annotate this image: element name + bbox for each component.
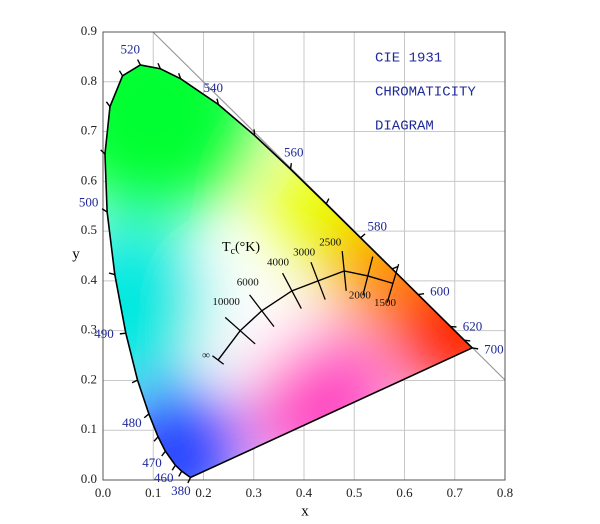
wavelength-label: 620 bbox=[463, 318, 483, 333]
x-tick-label: 0.6 bbox=[396, 485, 413, 500]
y-tick-label: 0.7 bbox=[81, 123, 98, 138]
wavelength-tick bbox=[171, 464, 176, 471]
wavelength-label: 500 bbox=[79, 194, 99, 209]
wavelength-tick bbox=[118, 70, 124, 77]
y-tick-label: 0.0 bbox=[81, 471, 97, 486]
isotherm-line bbox=[212, 355, 225, 365]
wavelength-tick bbox=[157, 62, 162, 70]
wavelength-label: 380 bbox=[171, 483, 191, 498]
planckian-title-main: T bbox=[222, 240, 231, 255]
y-tick-label: 0.4 bbox=[81, 272, 98, 287]
temperature-label: 3000 bbox=[293, 246, 316, 258]
wavelength-tick bbox=[119, 332, 126, 335]
wavelength-tick bbox=[472, 347, 479, 350]
temperature-label: 2500 bbox=[319, 236, 342, 248]
wavelength-tick bbox=[161, 450, 166, 457]
planckian-title-rest: (°K) bbox=[235, 240, 260, 255]
x-tick-label: 0.7 bbox=[447, 485, 464, 500]
temperature-label: 2000 bbox=[349, 289, 372, 301]
wavelength-tick bbox=[143, 413, 150, 419]
title-line: CHROMATICITY bbox=[375, 85, 476, 101]
x-tick-label: 0.3 bbox=[246, 485, 262, 500]
isotherm-line bbox=[224, 316, 256, 345]
temperature-label: 1500 bbox=[374, 297, 397, 309]
wavelength-label: 470 bbox=[142, 455, 162, 470]
wavelength-tick bbox=[360, 233, 366, 239]
wavelength-label: 480 bbox=[122, 415, 142, 430]
temperature-label: 4000 bbox=[267, 256, 290, 268]
plot bbox=[100, 59, 479, 484]
wavelength-label: 490 bbox=[94, 326, 114, 341]
wavelength-label: 520 bbox=[121, 42, 141, 57]
wavelength-tick bbox=[108, 272, 115, 276]
y-tick-label: 0.6 bbox=[81, 172, 98, 187]
plot-frame bbox=[102, 31, 506, 481]
temperature-label: 10000 bbox=[212, 296, 240, 308]
wavelength-tick bbox=[464, 339, 471, 342]
x-tick-label: 0.0 bbox=[95, 485, 111, 500]
title-line: DIAGRAM bbox=[375, 119, 434, 135]
wavelength-tick bbox=[136, 59, 141, 66]
wavelength-label: 460 bbox=[154, 470, 174, 485]
wavelength-tick bbox=[100, 149, 106, 155]
y-tick-label: 0.1 bbox=[81, 421, 97, 436]
isotherm-line bbox=[341, 250, 347, 291]
planckian-locus bbox=[217, 270, 394, 361]
planckian-title-sub: c bbox=[231, 246, 236, 257]
wavelength-tick bbox=[153, 436, 159, 442]
wavelength-label: 560 bbox=[284, 144, 304, 159]
wavelength-tick bbox=[178, 470, 183, 477]
temperature-label: ∞ bbox=[202, 350, 210, 362]
y-tick-label: 0.3 bbox=[81, 322, 97, 337]
wavelength-label: 540 bbox=[204, 80, 224, 95]
x-tick-label: 0.4 bbox=[296, 485, 313, 500]
y-tick-label: 0.2 bbox=[81, 371, 97, 386]
x-tick-label: 0.1 bbox=[145, 485, 161, 500]
planckian-title: Tc(°K) bbox=[222, 240, 260, 257]
y-axis-label: y bbox=[72, 246, 80, 262]
wavelength-tick bbox=[101, 208, 108, 213]
y-tick-label: 0.9 bbox=[81, 23, 97, 38]
isotherm-line bbox=[281, 272, 302, 309]
y-tick-label: 0.5 bbox=[81, 222, 97, 237]
wavelength-tick bbox=[289, 163, 293, 170]
x-tick-label: 0.2 bbox=[195, 485, 211, 500]
x-tick-label: 0.5 bbox=[346, 485, 362, 500]
wavelength-tick bbox=[391, 266, 398, 270]
isotherm-line bbox=[386, 264, 400, 303]
isotherm-line bbox=[310, 261, 326, 300]
wavelength-tick bbox=[131, 379, 138, 384]
wavelength-tick bbox=[187, 477, 192, 484]
isotherm-line bbox=[362, 256, 374, 296]
spectral-locus bbox=[104, 64, 474, 479]
x-axis-label: x bbox=[301, 503, 309, 519]
y-tick-label: 0.8 bbox=[81, 73, 97, 88]
wavelength-tick bbox=[325, 198, 330, 205]
wavelength-tick bbox=[177, 72, 182, 80]
x-tick-label: 0.8 bbox=[497, 485, 513, 500]
wavelength-tick bbox=[417, 293, 425, 296]
isotherm-line bbox=[249, 294, 275, 328]
wavelength-label: 700 bbox=[484, 341, 504, 356]
wavelength-tick bbox=[216, 98, 220, 105]
wavelength-tick bbox=[105, 101, 111, 107]
wavelength-label: 600 bbox=[430, 283, 450, 298]
title-line: CIE 1931 bbox=[375, 51, 442, 67]
wavelength-label: 580 bbox=[368, 218, 388, 233]
temperature-label: 6000 bbox=[237, 276, 260, 288]
